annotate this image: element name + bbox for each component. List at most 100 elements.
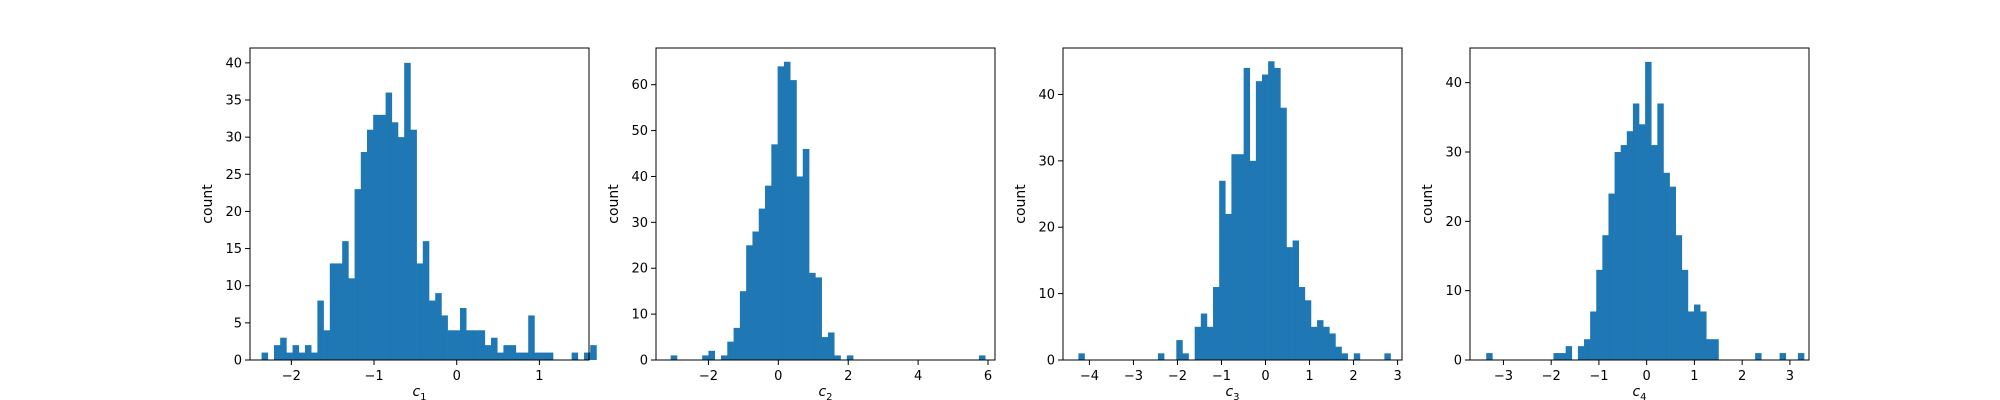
histogram-bar (497, 352, 504, 360)
y-tick-label: 20 (631, 262, 648, 277)
histogram-bar (702, 355, 709, 360)
histogram-bar (827, 332, 835, 360)
histogram-bar (571, 352, 579, 360)
histogram-bar (670, 355, 678, 360)
histogram-bar (1176, 340, 1183, 360)
axes-frame (249, 47, 590, 361)
histogram-bar (733, 327, 741, 360)
x-tick-label: 1 (1305, 369, 1313, 384)
histogram-bar (1237, 154, 1244, 360)
histogram-bar (1584, 339, 1591, 360)
histogram-bar (771, 144, 778, 360)
histogram-bar (708, 350, 716, 360)
y-tick-label: 10 (225, 279, 242, 294)
histogram-bar (1225, 213, 1232, 360)
histogram-bar (280, 337, 287, 360)
histogram-bar (1219, 180, 1226, 360)
histogram-bar (590, 345, 597, 360)
histogram-bar (429, 300, 436, 360)
histogram-bar (1779, 353, 1786, 360)
y-axis-label: count (1013, 184, 1029, 224)
histogram-bar (348, 278, 355, 360)
y-tick-label: 30 (1445, 146, 1462, 161)
histogram-bar (1078, 353, 1085, 360)
histogram-bar (783, 61, 791, 360)
histogram-bar (809, 272, 816, 360)
histogram-bar (1620, 145, 1628, 360)
histogram-bar (373, 114, 380, 360)
y-tick-label: 20 (1445, 215, 1462, 230)
histogram-bar (758, 208, 766, 360)
histogram-bar (765, 185, 772, 360)
histogram-bar (1614, 152, 1621, 360)
y-tick-label: 10 (1445, 284, 1462, 299)
histogram-bar (1213, 286, 1220, 360)
histogram-bar (354, 189, 362, 360)
histogram-bar (1310, 326, 1318, 360)
histogram-bar (1706, 339, 1713, 360)
histogram-bar (460, 308, 467, 360)
x-tick-label: −4 (1080, 369, 1099, 384)
histogram-bar (1206, 326, 1214, 360)
histogram-bar (1304, 300, 1312, 360)
histogram-bar (1280, 107, 1287, 361)
histogram-bar (777, 66, 785, 360)
histogram-bar (1243, 67, 1251, 360)
x-tick-label: −2 (699, 369, 718, 384)
histogram-bar (273, 345, 281, 360)
x-axis-label-base: c (1225, 384, 1233, 400)
y-tick-label: 35 (225, 94, 242, 109)
histogram-bar (1590, 311, 1597, 360)
y-tick-label: 25 (225, 168, 242, 183)
histogram-bar (1755, 353, 1762, 360)
histogram-bar (441, 315, 448, 360)
y-tick-label: 5 (234, 316, 242, 331)
x-axis-label: c2 (818, 384, 832, 400)
histogram-bar (1700, 311, 1707, 360)
histogram-bar (311, 352, 318, 360)
x-tick-label: −2 (282, 369, 301, 384)
x-tick-label: 1 (535, 369, 543, 384)
x-tick-label: 2 (1738, 369, 1746, 384)
y-axis-label: count (1420, 184, 1436, 224)
histogram-bar (1632, 103, 1640, 360)
y-axis-label: count (200, 184, 216, 224)
histogram-bar (1602, 235, 1609, 360)
x-axis-label-base: c (412, 384, 420, 400)
histogram-bar (1200, 313, 1208, 360)
x-tick-label: −3 (1124, 369, 1143, 384)
histogram-bar (1687, 311, 1695, 360)
histogram-bar (385, 92, 393, 360)
histogram-bar (1384, 353, 1391, 360)
x-axis-label: c4 (1632, 384, 1646, 400)
histogram-bar (410, 129, 417, 360)
histogram-bar (509, 345, 517, 360)
x-tick-label: −3 (1494, 369, 1513, 384)
y-tick-label: 60 (631, 78, 648, 93)
histogram-bar (304, 345, 312, 360)
histogram-bar (1596, 269, 1603, 360)
histogram-bar (323, 330, 331, 360)
histogram-bar (1231, 154, 1238, 360)
y-axis-label: count (606, 184, 622, 224)
histogram-bar (292, 345, 300, 360)
histogram-bar (1651, 145, 1658, 360)
histogram-bar (503, 345, 510, 360)
histogram-bar (1274, 67, 1281, 360)
histogram-bar (746, 245, 753, 360)
histogram-bar (522, 352, 529, 360)
histogram-bar (1317, 320, 1324, 360)
histogram-bar (1353, 353, 1361, 360)
x-axis-label-subscript: 3 (1233, 392, 1239, 400)
y-tick-label: 10 (1038, 287, 1055, 302)
histogram-bar (1335, 346, 1342, 360)
histogram-bar (1182, 353, 1189, 360)
x-tick-label: 0 (453, 369, 461, 384)
x-axis-label-subscript: 4 (1640, 392, 1646, 400)
histogram-bar (472, 330, 479, 360)
histogram-bar (1329, 333, 1336, 360)
x-tick-label: 4 (914, 369, 922, 384)
